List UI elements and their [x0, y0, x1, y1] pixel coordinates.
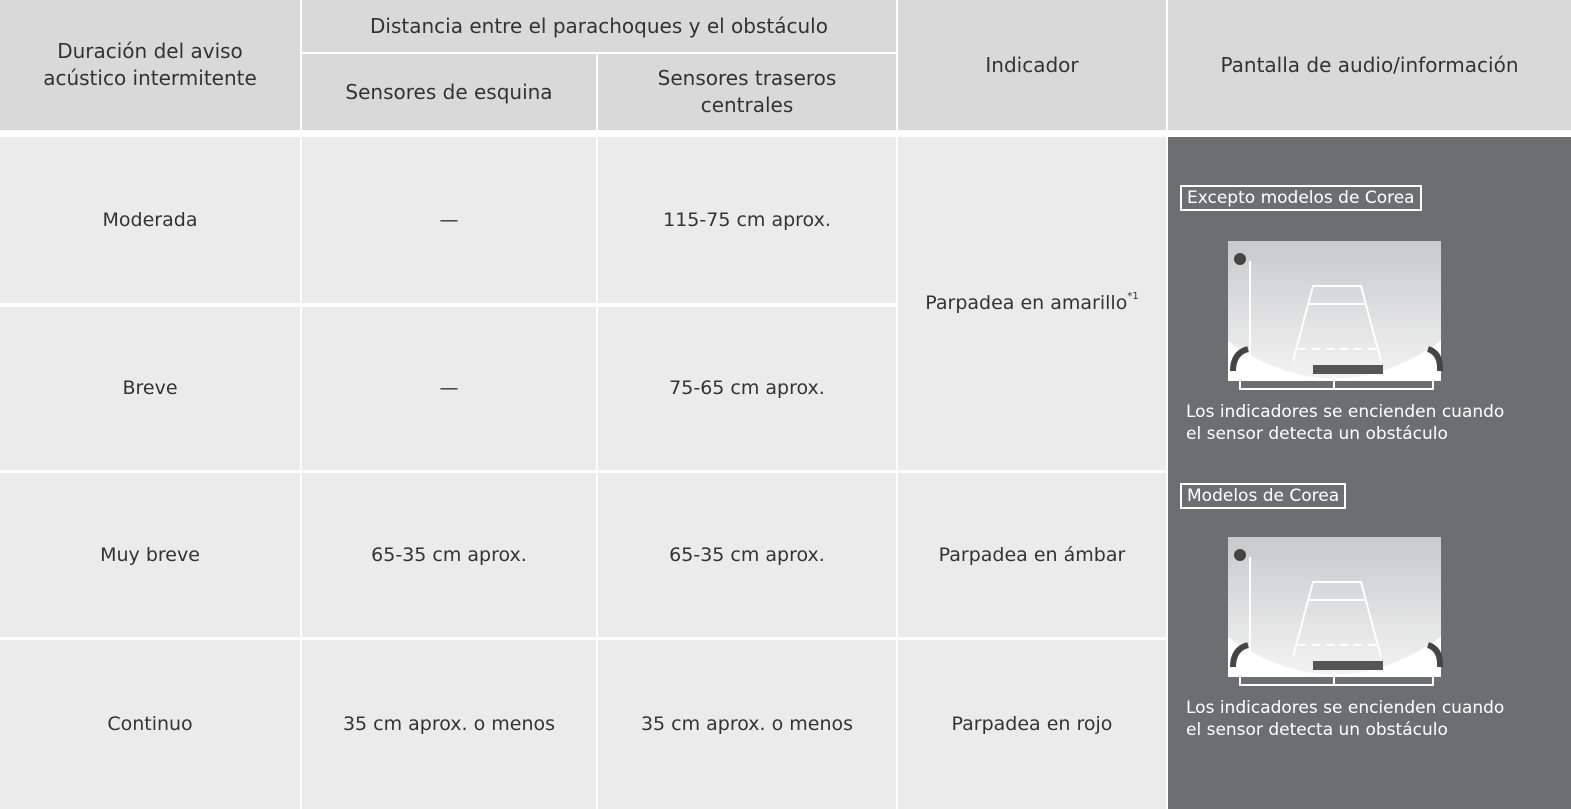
cell-text: — — [439, 377, 459, 399]
cell-text: 115-75 cm aprox. — [663, 208, 831, 231]
cell: Parpadea en ámbar — [898, 473, 1166, 637]
cell: — — [302, 307, 596, 470]
header-cell: Pantalla de audio/información — [1168, 0, 1571, 130]
footnote-ref: *1 — [1127, 291, 1139, 302]
header-text: centrales — [700, 93, 794, 117]
header-text: Duración del aviso — [57, 39, 243, 63]
cell-text: Parpadea en amarillo*1 — [925, 290, 1138, 317]
header-cell: Duración del aviso acústico intermitente — [0, 0, 300, 130]
header-cell: Indicador — [898, 0, 1166, 130]
header-text: Sensores traseros — [657, 66, 837, 90]
cell-text: Moderada — [102, 208, 198, 231]
cell-text: Parpadea en rojo — [951, 713, 1113, 735]
display-caption: Los indicadores se encienden cuando el s… — [1186, 697, 1504, 741]
header-cell: Sensores de esquina — [302, 54, 596, 130]
caption-line: el sensor detecta un obstáculo — [1186, 424, 1448, 444]
header-text: Distancia entre el parachoques y el obst… — [370, 13, 828, 38]
cell-text: Continuo — [107, 713, 193, 735]
header-text: Sensores de esquina — [345, 79, 553, 104]
header-cell: Distancia entre el parachoques y el obst… — [302, 0, 896, 52]
cell: 115-75 cm aprox. — [598, 137, 896, 303]
display-panel: Excepto modelos de Corea Los indicadores… — [1168, 137, 1571, 809]
cell-text: 75-65 cm aprox. — [669, 377, 825, 399]
cell-text: 35 cm aprox. o menos — [342, 713, 556, 735]
cell: Continuo — [0, 640, 300, 809]
screen-illustration — [1228, 241, 1444, 390]
screen-illustration — [1228, 537, 1444, 686]
cell: 65-35 cm aprox. — [302, 473, 596, 637]
header-text: acústico intermitente — [43, 66, 257, 90]
cell-text: 65-35 cm aprox. — [371, 543, 527, 566]
cell-text: Parpadea en ámbar — [938, 543, 1126, 566]
cell-text: Breve — [122, 377, 178, 399]
cell: 35 cm aprox. o menos — [598, 640, 896, 809]
display-caption: Los indicadores se encienden cuando el s… — [1186, 401, 1504, 445]
caption-line: Los indicadores se encienden cuando — [1186, 698, 1505, 718]
cell: Moderada — [0, 137, 300, 303]
header-text: Indicador — [985, 52, 1079, 77]
cell: — — [302, 137, 596, 303]
display-label: Modelos de Corea — [1180, 483, 1347, 509]
cell: 35 cm aprox. o menos — [302, 640, 596, 809]
cell: Parpadea en amarillo*1 — [898, 137, 1166, 470]
cell-text: — — [439, 208, 459, 231]
cell: Muy breve — [0, 473, 300, 637]
cell-text: Muy breve — [100, 543, 200, 566]
cell: 75-65 cm aprox. — [598, 307, 896, 470]
cell: Parpadea en rojo — [898, 640, 1166, 809]
cell-text: Parpadea en amarillo — [925, 292, 1128, 314]
display-label: Excepto modelos de Corea — [1180, 185, 1422, 211]
header-text: Pantalla de audio/información — [1220, 52, 1519, 77]
cell-text: 35 cm aprox. o menos — [640, 713, 854, 735]
cell: 65-35 cm aprox. — [598, 473, 896, 637]
caption-line: el sensor detecta un obstáculo — [1186, 720, 1448, 740]
header-cell: Sensores traseros centrales — [598, 54, 896, 130]
cell: Breve — [0, 307, 300, 470]
cell-text: 65-35 cm aprox. — [669, 543, 825, 566]
caption-line: Los indicadores se encienden cuando — [1186, 402, 1505, 422]
